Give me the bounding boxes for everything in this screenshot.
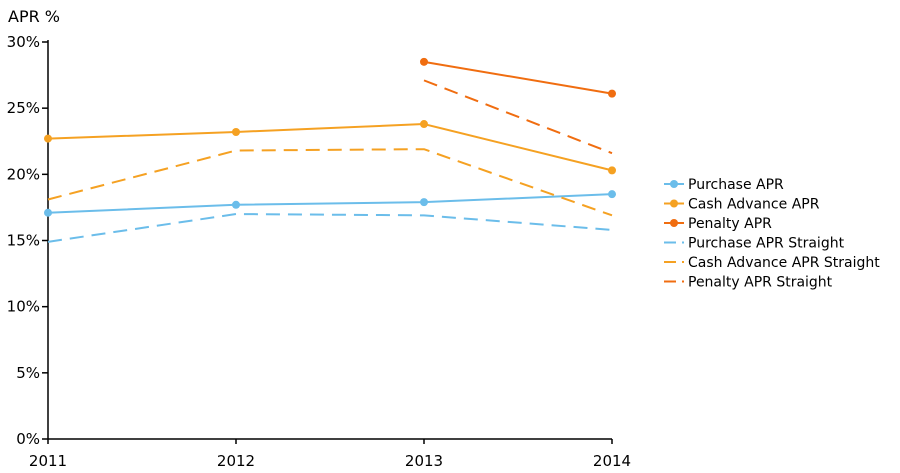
legend-label: Purchase APR [688,177,784,193]
series-layer [44,57,616,243]
data-point [44,208,52,217]
legend-label: Purchase APR Straight [688,236,845,252]
legend-item: Cash Advance APR [664,197,820,213]
y-tick-label: 5% [16,364,40,382]
series-5 [423,79,613,155]
series-line [423,60,613,95]
series-3 [47,213,613,243]
legend-item: Purchase APR Straight [664,236,845,252]
legend-label: Penalty APR Straight [688,275,833,291]
axes [47,40,612,440]
y-tick-label: 25% [7,99,40,117]
legend-item: Cash Advance APR Straight [664,255,880,271]
y-tick-label: 0% [16,430,40,448]
y-axis-title: APR % [8,7,60,26]
legend: Purchase APR Cash Advance APR Penalty APR P… [664,177,880,291]
y-tick-label: 15% [7,232,40,250]
y-tick-label: 10% [7,298,40,316]
legend-label: Cash Advance APR Straight [688,255,880,271]
data-point [608,89,616,98]
series-line [47,193,613,214]
data-point [232,127,240,136]
series-0 [44,190,616,217]
data-point [608,166,616,175]
x-axis-ticks: 2011 2012 2013 2014 [29,439,631,470]
legend-item: Purchase APR [664,177,784,193]
series-line [423,79,613,155]
series-line [47,148,613,217]
y-tick-label: 30% [7,33,40,51]
legend-marker [670,219,678,227]
x-tick-label: 2014 [593,452,631,470]
y-tick-label: 20% [7,165,40,183]
legend-label: Penalty APR [688,216,772,232]
series-line [47,123,613,172]
legend-marker [670,180,678,188]
x-tick-label: 2011 [29,452,67,470]
legend-marker [670,199,678,208]
x-tick-label: 2012 [217,452,255,470]
legend-label: Cash Advance APR [688,197,820,213]
data-point [420,198,428,207]
series-1 [44,120,616,175]
data-point [608,190,616,199]
series-line [47,213,613,243]
series-2 [420,57,616,98]
x-tick-label: 2013 [405,452,443,470]
data-point [420,57,428,66]
y-axis-ticks: 0% 5% 10% 15% 20% 25% 30% [7,33,48,448]
data-point [232,200,240,209]
legend-item: Penalty APR [664,216,772,232]
data-point [44,134,52,143]
series-4 [47,148,613,217]
data-point [420,120,428,129]
legend-item: Penalty APR Straight [664,275,833,291]
